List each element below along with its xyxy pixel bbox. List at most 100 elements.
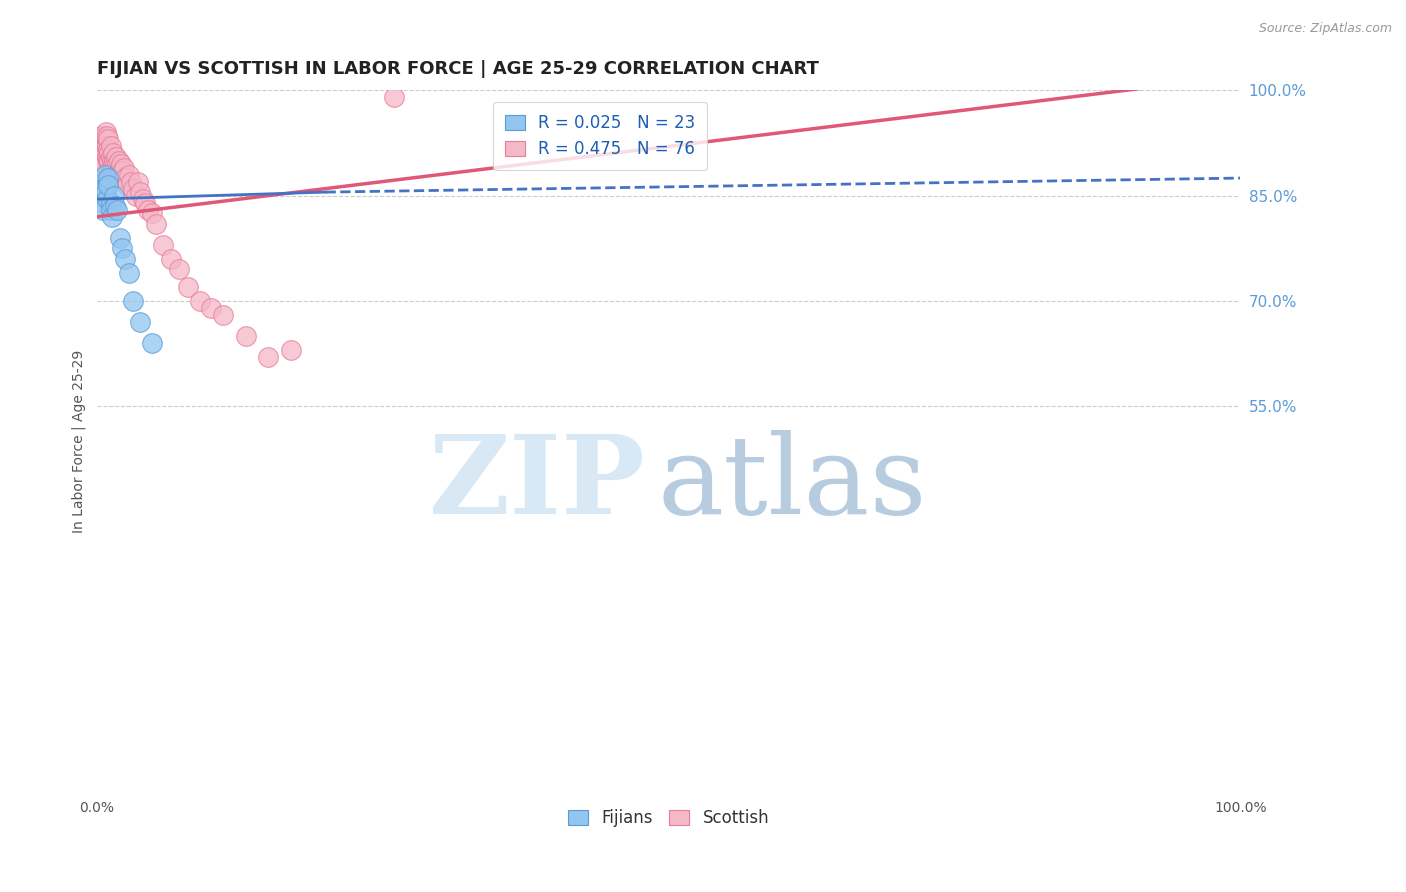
Point [160, 252, 183, 266]
Point [93, 157, 115, 171]
Point [94, 157, 117, 171]
Point [90, 136, 112, 150]
Point [114, 252, 136, 266]
Point [200, 301, 222, 315]
Point [211, 308, 233, 322]
Point [89, 153, 111, 168]
Point [145, 217, 167, 231]
Point [152, 237, 174, 252]
Point [129, 185, 152, 199]
Point [141, 206, 163, 220]
Point [89, 161, 111, 175]
Text: FIJIAN VS SCOTTISH IN LABOR FORCE | AGE 25-29 CORRELATION CHART: FIJIAN VS SCOTTISH IN LABOR FORCE | AGE … [97, 60, 818, 78]
Point [134, 195, 156, 210]
Point [93, 139, 115, 153]
Point [94, 168, 117, 182]
Point [94, 125, 117, 139]
Point [96, 150, 118, 164]
Text: atlas: atlas [657, 430, 927, 537]
Point [131, 192, 153, 206]
Point [108, 161, 131, 175]
Point [100, 202, 122, 217]
Point [257, 350, 280, 364]
Point [97, 178, 120, 192]
Point [107, 202, 129, 217]
Point [91, 175, 114, 189]
Point [94, 128, 117, 143]
Point [112, 161, 135, 175]
Point [105, 150, 128, 164]
Point [97, 143, 120, 157]
Point [90, 143, 112, 157]
Point [91, 139, 114, 153]
Point [100, 195, 122, 210]
Point [91, 195, 114, 210]
Point [98, 146, 121, 161]
Point [94, 139, 117, 153]
Point [89, 146, 111, 161]
Point [141, 336, 163, 351]
Point [118, 168, 141, 182]
Point [280, 343, 302, 358]
Point [94, 181, 117, 195]
Point [100, 210, 122, 224]
Point [94, 146, 117, 161]
Legend: Fijians, Scottish: Fijians, Scottish [561, 802, 776, 833]
Point [111, 164, 134, 178]
Text: ZIP: ZIP [429, 430, 645, 537]
Point [89, 139, 111, 153]
Point [90, 153, 112, 168]
Point [112, 171, 135, 186]
Point [90, 128, 112, 143]
Point [107, 157, 129, 171]
Point [125, 188, 148, 202]
Point [104, 199, 127, 213]
Point [136, 202, 159, 217]
Point [100, 164, 122, 178]
Y-axis label: In Labor Force | Age 25-29: In Labor Force | Age 25-29 [72, 350, 86, 533]
Point [111, 241, 134, 255]
Point [93, 146, 115, 161]
Point [91, 188, 114, 202]
Point [98, 153, 121, 168]
Text: Source: ZipAtlas.com: Source: ZipAtlas.com [1258, 22, 1392, 36]
Point [94, 185, 117, 199]
Point [108, 231, 131, 245]
Point [235, 329, 257, 343]
Point [127, 175, 149, 189]
Point [94, 139, 117, 153]
Point [90, 146, 112, 161]
Point [115, 178, 138, 192]
Point [177, 280, 200, 294]
Point [100, 150, 122, 164]
Point [120, 175, 142, 189]
Point [97, 153, 120, 168]
Point [101, 146, 124, 161]
Point [93, 132, 115, 146]
Point [167, 262, 190, 277]
Point [103, 188, 125, 202]
Point [97, 171, 120, 186]
Point [91, 161, 114, 175]
Point [91, 153, 114, 168]
Point [96, 128, 118, 143]
Point [104, 157, 127, 171]
Point [91, 202, 114, 217]
Point [96, 192, 118, 206]
Point [110, 157, 132, 171]
Point [96, 139, 118, 153]
Point [101, 157, 124, 171]
Point [118, 266, 141, 280]
Point [129, 315, 152, 329]
Point [382, 90, 405, 104]
Point [100, 153, 122, 168]
Point [108, 171, 131, 186]
Point [97, 132, 120, 146]
Point [107, 153, 129, 168]
Point [91, 146, 114, 161]
Point [122, 181, 145, 195]
Point [103, 153, 125, 168]
Point [114, 171, 136, 186]
Point [100, 161, 122, 175]
Point [122, 293, 145, 308]
